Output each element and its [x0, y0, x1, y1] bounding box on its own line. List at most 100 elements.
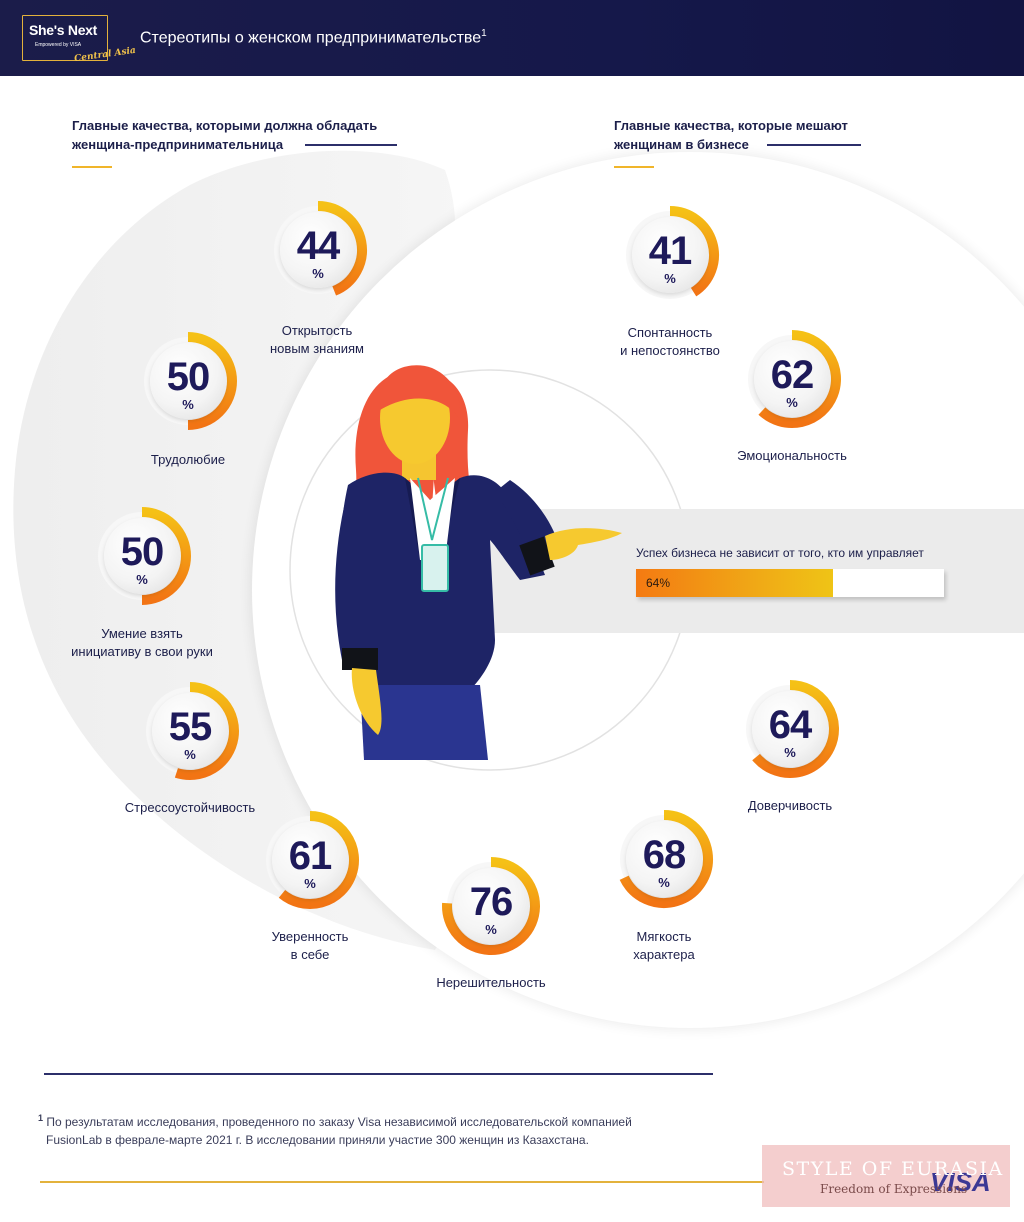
right-section-title: Главные качества, которые мешают женщина… [614, 116, 848, 154]
page-title-text: Стереотипы о женском предпринимательстве [140, 29, 482, 47]
business-bar-fill [636, 569, 834, 597]
ring-self-confidence: 61 % [262, 812, 358, 908]
ring-progress-arc [758, 330, 841, 428]
label-initiative: Умение взять инициативу в свои руки [42, 625, 242, 661]
label-trustfulness: Доверчивость [690, 797, 890, 815]
footnote-marker: 1 [38, 1113, 44, 1123]
label-spontaneity: Спонтанность и непостоянство [570, 324, 770, 360]
label-emotionality: Эмоциональность [692, 447, 892, 465]
label-line1: Эмоциональность [737, 448, 847, 463]
label-softness: Мягкость характера [564, 928, 764, 964]
ring-progress-arc [141, 507, 191, 605]
ring-face: 64 % [752, 691, 828, 767]
ring-progress-arc [619, 810, 713, 908]
label-line2: новым знаниям [270, 341, 364, 356]
ring-value: 64 [768, 703, 813, 747]
footer-divider [44, 1073, 713, 1075]
page-title-footnote-marker: 1 [481, 28, 487, 39]
ring-face: 50 % [150, 343, 226, 419]
right-title-underline [767, 144, 861, 146]
label-line2: в себе [290, 947, 330, 962]
label-line1: Открытость [281, 323, 353, 338]
label-line2: инициативу в свои руки [71, 644, 213, 659]
watermark-title: STYLE OF EURASIA [782, 1158, 1004, 1180]
right-section-title-line1: Главные качества, которые мешают [614, 118, 848, 133]
ring-unit: % [786, 395, 798, 410]
ring-face: 55 % [152, 693, 228, 769]
ring-unit: % [136, 572, 148, 587]
ring-openness: 44 % [270, 202, 366, 298]
ring-unit: % [312, 266, 324, 281]
label-stress-resistance: Стрессоустойчивость [90, 799, 290, 817]
businesswoman-illustration [335, 365, 622, 760]
logo-main-text: She's Next [29, 22, 98, 38]
footnote-line1: 1 По результатам исследования, проведенн… [38, 1109, 678, 1131]
left-gold-dash [72, 166, 112, 168]
ring-trustfulness: 64 % [742, 681, 838, 777]
label-self-confidence: Уверенность в себе [210, 928, 410, 964]
ring-face: 44 % [280, 212, 356, 288]
label-line1: Трудолюбие [150, 452, 226, 467]
label-line1: Стрессоустойчивость [124, 800, 256, 815]
left-title-underline [305, 144, 397, 146]
ring-value: 50 [166, 355, 211, 399]
ring-value: 62 [770, 353, 815, 397]
ring-unit: % [658, 875, 670, 890]
label-openness: Открытость новым знаниям [217, 322, 417, 358]
label-line1: Умение взять [101, 626, 183, 641]
ring-unit: % [485, 922, 497, 937]
ring-face: 68 % [626, 821, 702, 897]
ring-progress-arc [442, 857, 540, 955]
ring-softness: 68 % [616, 811, 712, 907]
page-title: Стереотипы о женском предпринимательстве… [140, 28, 487, 47]
left-section-title-line2: женщина-предпринимательница [72, 137, 284, 152]
label-line2: характера [633, 947, 695, 962]
ring-value: 68 [642, 833, 687, 877]
ring-diligence: 50 % [140, 333, 236, 429]
right-gold-dash [614, 166, 654, 168]
ring-value: 55 [168, 705, 213, 749]
visa-logo: VISA [930, 1167, 991, 1197]
label-indecision: Нерешительность [391, 974, 591, 992]
footnote-text-1: По результатам исследования, проведенног… [46, 1115, 632, 1129]
ring-progress-arc [752, 680, 839, 778]
ring-progress-arc [278, 811, 359, 909]
ring-progress-arc [174, 682, 239, 780]
ring-unit: % [784, 745, 796, 760]
footnote-text-2: FusionLab в феврале-марте 2021 г. В иссл… [46, 1133, 589, 1147]
ring-face: 61 % [272, 822, 348, 898]
ring-value: 41 [648, 229, 693, 273]
label-line1: Доверчивость [747, 798, 833, 813]
ring-value: 61 [288, 834, 333, 878]
ring-unit: % [184, 747, 196, 762]
business-bar-track: 64% [636, 569, 944, 597]
right-section-title-line2: женщинам в бизнесе [614, 137, 749, 152]
business-bar-value: 64% [646, 576, 671, 590]
label-line1: Мягкость [636, 929, 692, 944]
ring-face: 76 % [453, 868, 529, 944]
ring-spontaneity: 41 % [622, 207, 718, 303]
ring-emotionality: 62 % [744, 331, 840, 427]
ring-value: 50 [120, 530, 165, 574]
left-section-title-line1: Главные качества, которыми должна облада… [72, 118, 378, 133]
ring-unit: % [304, 876, 316, 891]
ring-progress-arc [187, 332, 237, 430]
ring-stress-resistance: 55 % [142, 683, 238, 779]
footer-gold-line [40, 1181, 764, 1183]
label-line1: Нерешительность [436, 975, 546, 990]
ring-unit: % [664, 271, 676, 286]
ring-value: 44 [296, 224, 341, 268]
header-bar: She's Next Empowered by VISA Central Asi… [0, 0, 1024, 76]
ring-face: 41 % [632, 217, 708, 293]
ring-face: 50 % [104, 518, 180, 594]
business-bar-caption: Успех бизнеса не зависит от того, кто им… [636, 546, 924, 560]
ring-progress-arc [317, 201, 367, 296]
label-diligence: Трудолюбие [88, 451, 288, 469]
ring-value: 76 [469, 880, 514, 924]
label-line1: Уверенность [271, 929, 349, 944]
ring-indecision: 76 % [443, 858, 539, 954]
shes-next-logo: She's Next Empowered by VISA [22, 15, 108, 61]
watermark-subtitle: Freedom of Expressions [820, 1182, 968, 1196]
ring-face: 62 % [754, 341, 830, 417]
